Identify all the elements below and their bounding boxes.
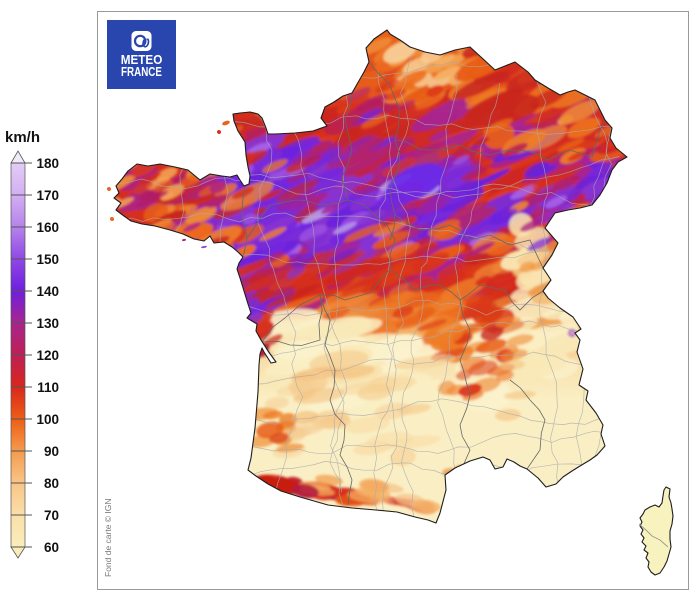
svg-text:170: 170 xyxy=(36,188,59,203)
svg-text:160: 160 xyxy=(36,220,59,235)
svg-text:60: 60 xyxy=(44,540,59,555)
svg-text:FRANCE: FRANCE xyxy=(121,66,162,79)
svg-text:METEO: METEO xyxy=(121,53,163,67)
svg-text:140: 140 xyxy=(36,284,59,299)
svg-text:80: 80 xyxy=(44,476,59,491)
svg-text:150: 150 xyxy=(36,252,59,267)
svg-text:70: 70 xyxy=(44,508,59,523)
svg-text:90: 90 xyxy=(44,444,59,459)
svg-text:180: 180 xyxy=(36,156,59,171)
svg-text:100: 100 xyxy=(36,412,59,427)
svg-text:Fond de carte © IGN: Fond de carte © IGN xyxy=(103,498,113,577)
svg-text:km/h: km/h xyxy=(5,129,40,146)
svg-text:120: 120 xyxy=(36,348,59,363)
svg-text:110: 110 xyxy=(37,380,59,395)
svg-text:130: 130 xyxy=(36,316,59,331)
